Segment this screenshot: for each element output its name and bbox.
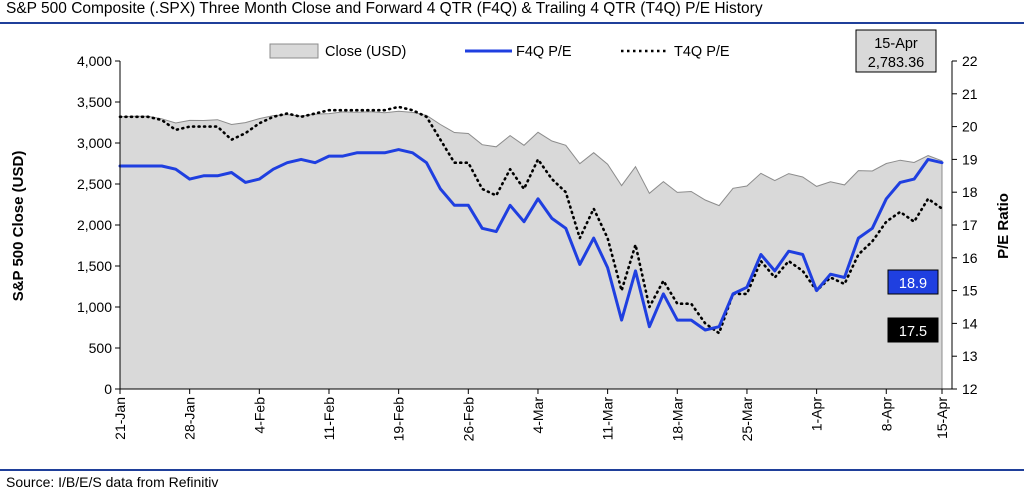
legend-f4q-label: F4Q P/E — [516, 44, 572, 60]
axes-layer: 0 500 1,000 1,500 2,000 2,500 3,000 3,500 4,000 1… — [77, 53, 978, 441]
right-tick-label: 22 — [962, 53, 978, 69]
x-tick-label: 21-Jan — [112, 397, 128, 440]
close-area-layer — [119, 110, 943, 390]
left-tick-label: 0 — [104, 381, 112, 397]
left-tick-label: 1,000 — [77, 299, 112, 315]
left-tick-label: 2,500 — [77, 176, 112, 192]
right-tick-label: 20 — [962, 119, 978, 135]
t4q-last-label: 17.5 — [887, 317, 939, 343]
x-tick-label: 4-Feb — [251, 397, 267, 434]
f4q-last-label: 18.9 — [887, 269, 939, 295]
t4q-line — [118, 105, 944, 335]
top-rule — [0, 22, 1024, 24]
legend-close-swatch — [269, 43, 319, 59]
close-area — [119, 110, 943, 390]
right-tick-label: 18 — [962, 184, 978, 200]
x-tick-label: 11-Feb — [321, 397, 337, 441]
left-tick-label: 1,500 — [77, 258, 112, 274]
x-tick-label: 28-Jan — [182, 397, 198, 440]
f4q-last-value: 18.9 — [899, 276, 927, 292]
legend-close-label: Close (USD) — [325, 44, 406, 60]
x-tick-label: 15-Apr — [934, 397, 950, 439]
right-tick-label: 19 — [962, 151, 978, 167]
x-tick-label: 11-Mar — [600, 397, 616, 441]
left-tick-label: 4,000 — [77, 53, 112, 69]
x-tick-label: 19-Feb — [391, 397, 407, 442]
last-close-box: 15-Apr 2,783.36 — [855, 29, 937, 73]
right-tick-label: 14 — [962, 315, 978, 331]
f4q-line — [118, 148, 944, 332]
left-tick-label: 3,500 — [77, 94, 112, 110]
x-tick-label: 8-Apr — [878, 397, 894, 432]
legend-t4q-label: T4Q P/E — [674, 44, 730, 60]
x-tick-label: 18-Mar — [669, 397, 685, 442]
right-tick-label: 12 — [962, 381, 978, 397]
t4q-line-layer — [118, 105, 944, 335]
last-close-value: 2,783.36 — [868, 55, 924, 71]
left-axis-label: S&P 500 Close (USD) — [10, 151, 27, 302]
right-tick-label: 13 — [962, 348, 978, 364]
x-tick-label: 25-Mar — [739, 397, 755, 442]
x-tick-label: 26-Feb — [460, 397, 476, 442]
right-axis-label: P/E Ratio — [995, 193, 1012, 259]
source-note: Source: I/B/E/S data from Refinitiv — [6, 474, 219, 490]
f4q-line-layer — [118, 148, 944, 332]
left-tick-label: 500 — [89, 340, 113, 356]
left-tick-label: 2,000 — [77, 217, 112, 233]
x-tick-label: 4-Mar — [530, 397, 546, 434]
right-tick-label: 15 — [962, 283, 978, 299]
last-close-date: 15-Apr — [874, 36, 918, 52]
bottom-rule — [0, 469, 1024, 471]
t4q-last-value: 17.5 — [899, 324, 927, 340]
right-tick-label: 21 — [962, 86, 978, 102]
chart-title: S&P 500 Composite (.SPX) Three Month Clo… — [6, 0, 763, 17]
x-tick-label: 1-Apr — [809, 397, 825, 432]
right-tick-label: 16 — [962, 250, 978, 266]
legend: Close (USD) F4Q P/E T4Q P/E — [269, 43, 730, 60]
left-tick-label: 3,000 — [77, 135, 112, 151]
right-tick-label: 17 — [962, 217, 978, 233]
